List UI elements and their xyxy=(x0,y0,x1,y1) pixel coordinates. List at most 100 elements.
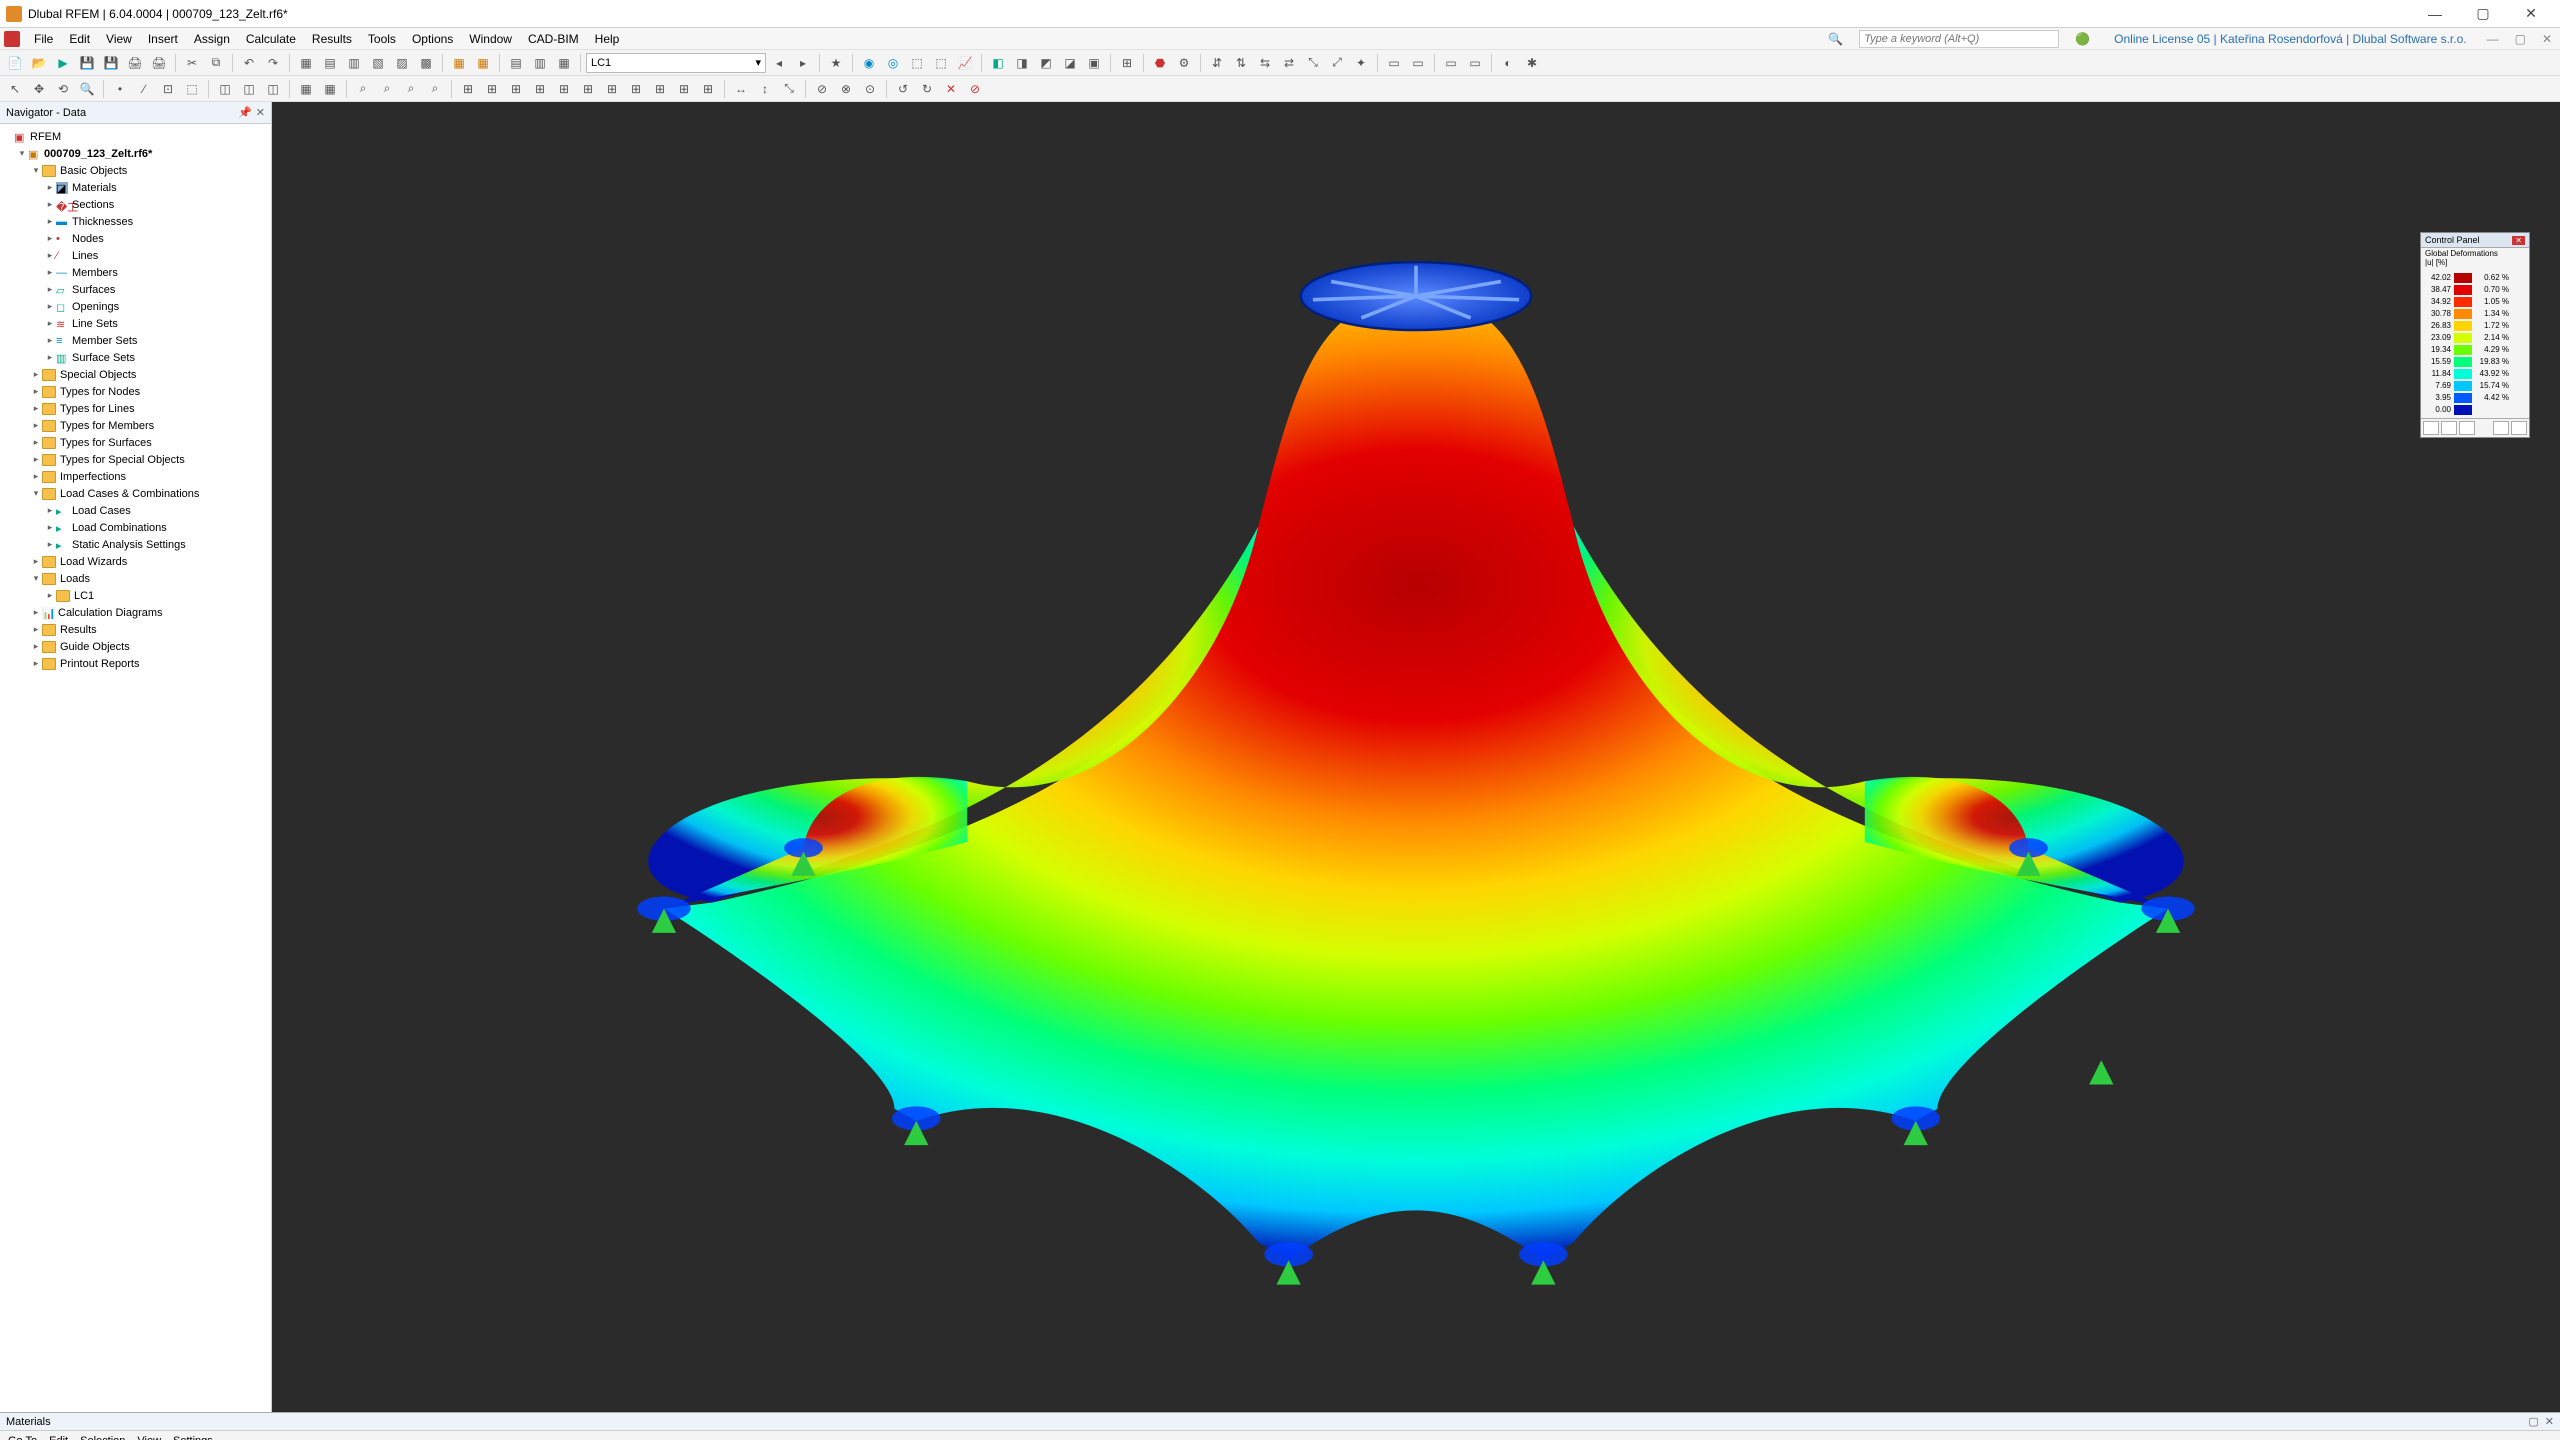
l1-icon[interactable]: ⌕ xyxy=(352,78,374,100)
tree-item[interactable]: ▸—Members xyxy=(2,264,269,281)
tree-item[interactable]: ▸≡Member Sets xyxy=(2,332,269,349)
tree-item[interactable]: ▸≋Line Sets xyxy=(2,315,269,332)
s8-icon[interactable]: ⊞ xyxy=(625,78,647,100)
bp-menu-selection[interactable]: Selection xyxy=(80,1435,125,1440)
o1-icon[interactable]: ⊘ xyxy=(811,78,833,100)
open-icon[interactable]: 📂 xyxy=(28,52,50,74)
nav-close-icon[interactable]: ✕ xyxy=(256,106,265,119)
close-button[interactable]: ✕ xyxy=(2508,2,2554,26)
3d-viewport[interactable]: Control Panel ✕ Global Deformations |u| … xyxy=(272,102,2560,1412)
s10-icon[interactable]: ⊞ xyxy=(673,78,695,100)
redo-icon[interactable]: ↷ xyxy=(262,52,284,74)
m1-icon[interactable]: ▭ xyxy=(1383,52,1405,74)
lc-next-icon[interactable]: ▸ xyxy=(792,52,814,74)
ax3-icon[interactable]: ⇆ xyxy=(1254,52,1276,74)
cp-btn3-icon[interactable] xyxy=(2459,421,2475,435)
tree-item[interactable]: ▸Types for Lines xyxy=(2,400,269,417)
res4-icon[interactable]: ⬚ xyxy=(930,52,952,74)
ax1-icon[interactable]: ⇵ xyxy=(1206,52,1228,74)
g2-icon[interactable]: ▦ xyxy=(319,78,341,100)
n4-icon[interactable]: ⬚ xyxy=(181,78,203,100)
copy-icon[interactable]: ⧉ xyxy=(205,52,227,74)
u1-icon[interactable]: ↺ xyxy=(892,78,914,100)
view6-icon[interactable]: ▩ xyxy=(415,52,437,74)
gridset-icon[interactable]: ▦ xyxy=(472,52,494,74)
d3-icon[interactable]: ⤡ xyxy=(778,78,800,100)
tree-item[interactable]: ▾▣000709_123_Zelt.rf6* xyxy=(2,145,269,162)
bp-menu-settings[interactable]: Settings xyxy=(173,1435,213,1440)
view4-icon[interactable]: ▧ xyxy=(367,52,389,74)
tree-item[interactable]: ▸Imperfections xyxy=(2,468,269,485)
disp4-icon[interactable]: ◪ xyxy=(1059,52,1081,74)
menu-insert[interactable]: Insert xyxy=(140,30,186,48)
undo-icon[interactable]: ↶ xyxy=(238,52,260,74)
tree-item[interactable]: ▸Types for Nodes xyxy=(2,383,269,400)
s6-icon[interactable]: ⊞ xyxy=(577,78,599,100)
tree-item[interactable]: ▾Load Cases & Combinations xyxy=(2,485,269,502)
print-icon[interactable]: 🖨 xyxy=(124,52,146,74)
lc-prev-icon[interactable]: ◂ xyxy=(768,52,790,74)
disp3-icon[interactable]: ◩ xyxy=(1035,52,1057,74)
d1-icon[interactable]: ↔ xyxy=(730,78,752,100)
o2-icon[interactable]: ⊗ xyxy=(835,78,857,100)
tree-item[interactable]: ▸LC1 xyxy=(2,587,269,604)
s5-icon[interactable]: ⊞ xyxy=(553,78,575,100)
u2-icon[interactable]: ↻ xyxy=(916,78,938,100)
bp-menu-goto[interactable]: Go To xyxy=(8,1435,37,1440)
control-panel-close-icon[interactable]: ✕ xyxy=(2512,236,2525,245)
panel-max-icon[interactable]: ▢ xyxy=(2528,1415,2538,1428)
tree-item[interactable]: ▸▸Load Combinations xyxy=(2,519,269,536)
tree-item[interactable]: ▸▬Thicknesses xyxy=(2,213,269,230)
menu-cadbim[interactable]: CAD-BIM xyxy=(520,30,587,48)
app-menu-icon[interactable] xyxy=(4,31,20,47)
n3-icon[interactable]: ⊡ xyxy=(157,78,179,100)
d2-icon[interactable]: ↕ xyxy=(754,78,776,100)
m6-icon[interactable]: ✱ xyxy=(1521,52,1543,74)
view3-icon[interactable]: ▥ xyxy=(343,52,365,74)
nav-pin-icon[interactable]: 📌 xyxy=(238,106,252,119)
res2-icon[interactable]: ◎ xyxy=(882,52,904,74)
ax4-icon[interactable]: ⇄ xyxy=(1278,52,1300,74)
disp2-icon[interactable]: ◨ xyxy=(1011,52,1033,74)
menu-edit[interactable]: Edit xyxy=(61,30,98,48)
tree-item[interactable]: ▾Loads xyxy=(2,570,269,587)
tree-item[interactable]: ▸Types for Members xyxy=(2,417,269,434)
m5-icon[interactable]: ◐ xyxy=(1497,52,1519,74)
tree-item[interactable]: ▸Types for Special Objects xyxy=(2,451,269,468)
e1-icon[interactable]: ◫ xyxy=(214,78,236,100)
tree-item[interactable]: ▾Basic Objects xyxy=(2,162,269,179)
n1-icon[interactable]: • xyxy=(109,78,131,100)
u4-icon[interactable]: ⊘ xyxy=(964,78,986,100)
menu-assign[interactable]: Assign xyxy=(186,30,238,48)
tree-item[interactable]: ▸Types for Surfaces xyxy=(2,434,269,451)
ax5-icon[interactable]: ⤡ xyxy=(1302,52,1324,74)
tree-item[interactable]: ▸Guide Objects xyxy=(2,638,269,655)
mesh-icon[interactable]: ⊞ xyxy=(1116,52,1138,74)
tree-item[interactable]: ▸▸Load Cases xyxy=(2,502,269,519)
tree-item[interactable]: ▸Special Objects xyxy=(2,366,269,383)
tree-item[interactable]: ▸Printout Reports xyxy=(2,655,269,672)
maximize-button[interactable]: ▢ xyxy=(2460,2,2506,26)
s1-icon[interactable]: ⊞ xyxy=(457,78,479,100)
tree-item[interactable]: ▸▥Surface Sets xyxy=(2,349,269,366)
cut-icon[interactable]: ✂ xyxy=(181,52,203,74)
e2-icon[interactable]: ◫ xyxy=(238,78,260,100)
menu-help[interactable]: Help xyxy=(587,30,628,48)
tree-item[interactable]: ▸📊Calculation Diagrams xyxy=(2,604,269,621)
tree-item[interactable]: ▸▱Surfaces xyxy=(2,281,269,298)
grid-icon[interactable]: ▦ xyxy=(448,52,470,74)
view1-icon[interactable]: ▦ xyxy=(295,52,317,74)
disp1-icon[interactable]: ◧ xyxy=(987,52,1009,74)
l2-icon[interactable]: ⌕ xyxy=(376,78,398,100)
cp-btn4-icon[interactable] xyxy=(2493,421,2509,435)
panel-close-icon[interactable]: ✕ xyxy=(2545,1415,2554,1428)
print-preview-icon[interactable]: 🖨 xyxy=(148,52,170,74)
u3-icon[interactable]: ✕ xyxy=(940,78,962,100)
s9-icon[interactable]: ⊞ xyxy=(649,78,671,100)
aux-max[interactable]: ▢ xyxy=(2511,32,2530,46)
res1-icon[interactable]: ◉ xyxy=(858,52,880,74)
minimize-button[interactable]: — xyxy=(2412,2,2458,26)
sel-icon[interactable]: ↖ xyxy=(4,78,26,100)
tree-item[interactable]: ▸�工Sections xyxy=(2,196,269,213)
s4-icon[interactable]: ⊞ xyxy=(529,78,551,100)
